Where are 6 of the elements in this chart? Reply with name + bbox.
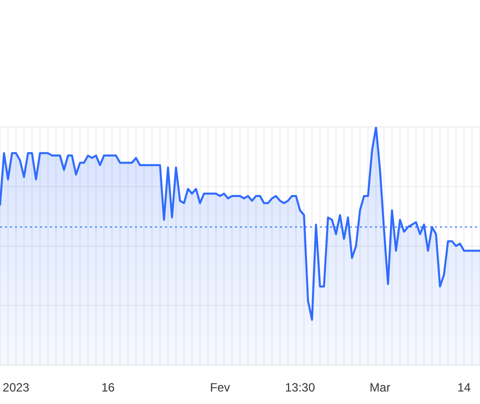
- x-tick-label: Fev: [210, 380, 230, 395]
- x-tick-label: 13:30: [284, 380, 316, 395]
- x-tick-label: 14: [457, 380, 471, 395]
- x-tick-label: Mar: [370, 380, 390, 395]
- x-tick-label: 2023: [2, 380, 30, 395]
- x-tick-label: 16: [101, 380, 115, 395]
